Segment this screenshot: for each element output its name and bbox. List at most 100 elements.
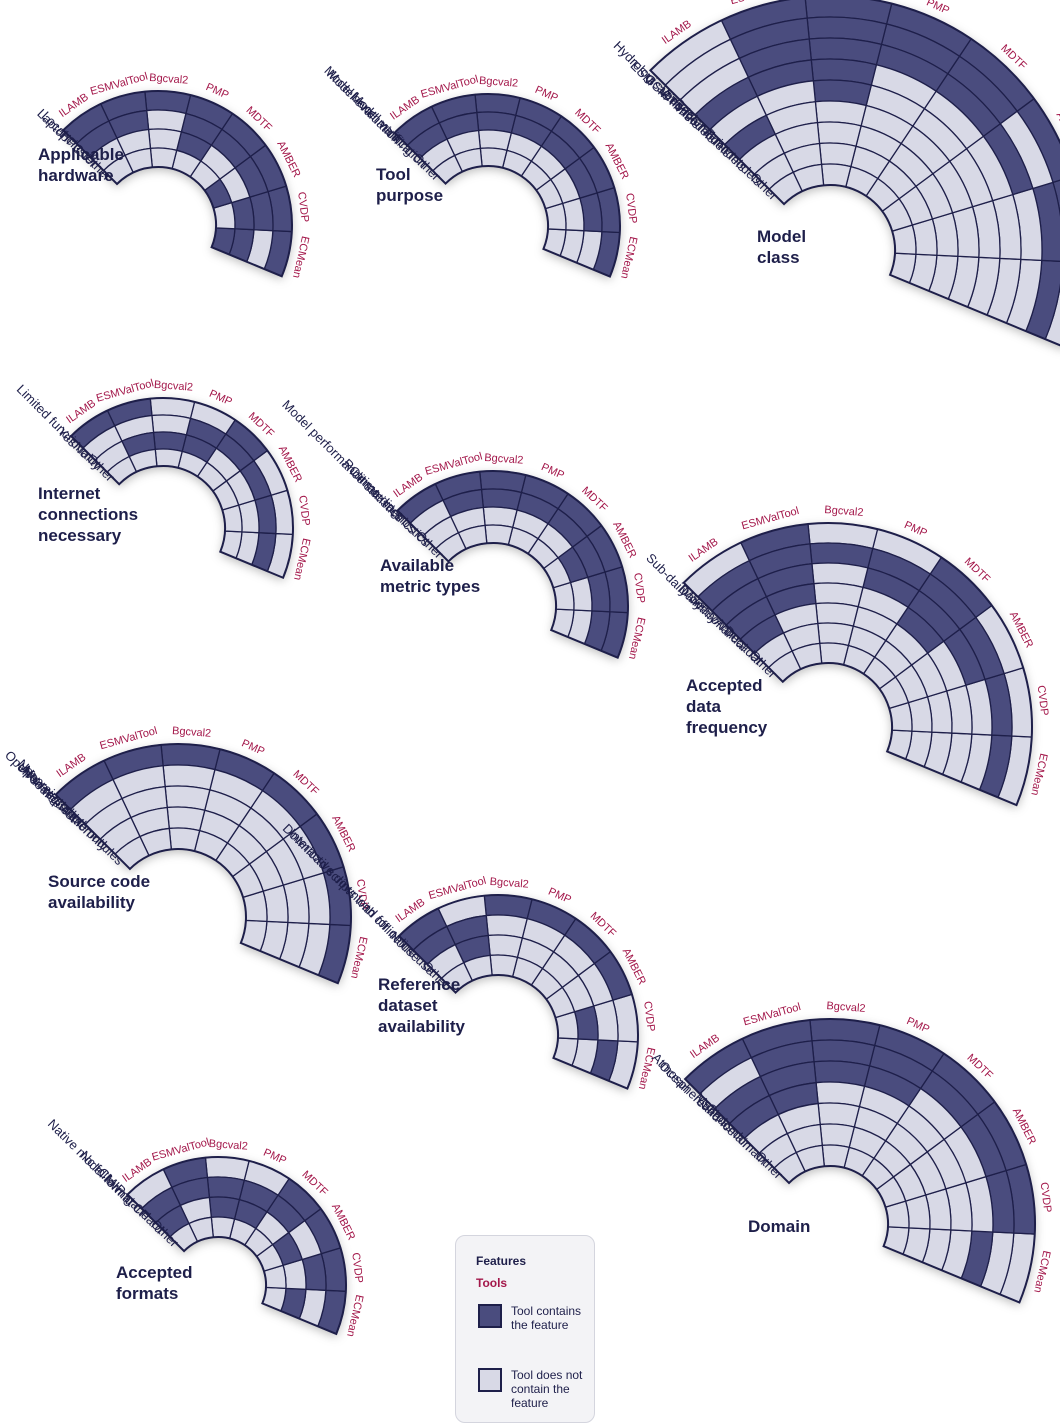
panel-title: Accepted: [686, 676, 763, 695]
panel-outline: [683, 1018, 1037, 1304]
panel-outline: [393, 93, 621, 278]
tool-label: Bgcval2: [826, 1000, 866, 1015]
panel-title: availability: [48, 893, 135, 912]
panel-title: Internet: [38, 484, 101, 503]
panel-title: necessary: [38, 526, 122, 545]
panel-title: metric types: [380, 577, 480, 596]
cell-Bgcval2-Point-models: [818, 142, 857, 168]
tool-label: Bgcval2: [484, 452, 524, 467]
tool-label: CVDP: [623, 192, 639, 224]
panel-outline: [397, 894, 639, 1090]
tool-label: CVDP: [349, 1252, 365, 1284]
tool-label: PMP: [533, 84, 560, 105]
tool-label: PMP: [539, 461, 566, 482]
tool-label: CVDP: [631, 572, 647, 604]
panel-title: purpose: [376, 186, 443, 205]
tool-label: PMP: [905, 1015, 932, 1036]
legend-absent-swatch: [478, 1368, 502, 1392]
tool-label: ECMean: [290, 235, 311, 279]
cell-Bgcval2-Limited-functionality: [152, 431, 188, 453]
panel-title: Domain: [748, 1217, 810, 1236]
cell-Bgcval2-CMIP-standard: [208, 1196, 241, 1220]
panel-hardware: ECMeanCVDPAMBERMDTFPMPBgcval2ESMValToolI…: [34, 71, 311, 280]
tool-label: ECMean: [348, 935, 369, 979]
cell-Bgcval2-No:-executable-only: [166, 806, 206, 832]
panel-domain: ECMeanCVDPAMBERMDTFPMPBgcval2ESMValToolI…: [649, 1000, 1054, 1304]
tool-label: Bgcval2: [479, 75, 519, 90]
cell-Bgcval2-Other: [479, 147, 508, 169]
cell-Bgcval2-Other: [821, 1144, 850, 1169]
panel-title: Tool: [376, 165, 411, 184]
panel-outline: [126, 1156, 347, 1336]
cell-Bgcval2-Other: [484, 524, 514, 546]
panel-outline: [396, 470, 629, 659]
tool-label: ECMean: [1028, 752, 1049, 796]
panel-formats: ECMeanCVDPAMBERMDTFPMPBgcval2ESMValToolI…: [45, 1116, 365, 1338]
tool-label: PMP: [207, 388, 234, 409]
tool-label: Bgcval2: [153, 379, 193, 394]
tool-label: ECMean: [626, 616, 647, 660]
panel-metrics: ECMeanCVDPAMBERMDTFPMPBgcval2ESMValToolI…: [279, 397, 647, 660]
cell-Bgcval2-Multi-domain: [817, 1102, 861, 1128]
tool-label: CVDP: [354, 878, 370, 910]
tool-label: Bgcval2: [172, 725, 212, 740]
cell-Bgcval2-Decadal: [817, 622, 855, 647]
panel-title: class: [757, 248, 800, 267]
panel-outline: [69, 397, 294, 580]
legend-absent-label: Tool does not contain the feature: [511, 1368, 583, 1410]
cell-Bgcval2-Runtime-diagnostics: [482, 506, 518, 529]
panel-outline: [61, 90, 293, 278]
tool-label: ECMean: [1031, 1249, 1052, 1293]
tool-label: Bgcval2: [824, 504, 864, 519]
panel-frequency: ECMeanCVDPAMBERMDTFPMPBgcval2ESMValToolI…: [643, 504, 1051, 807]
cell-Bgcval2-Other: [820, 163, 852, 188]
tool-label: ECMean: [344, 1294, 365, 1338]
legend: Features Tools Tool contains the feature…: [455, 1235, 595, 1423]
cell-Bgcval2-Other: [489, 954, 519, 978]
tool-label: ECMean: [291, 537, 312, 581]
panel-title: connections: [38, 505, 138, 524]
tool-label: CVDP: [1035, 685, 1051, 717]
legend-tools-label: Tools: [476, 1276, 508, 1290]
cell-Bgcval2-Other: [149, 147, 178, 170]
panel-title: Model: [757, 227, 806, 246]
panel-title: Accepted: [116, 1263, 193, 1282]
tool-label: CVDP: [295, 191, 311, 223]
panel-title: Reference: [378, 975, 460, 994]
tool-label: CVDP: [1038, 1182, 1054, 1214]
tool-label: Bgcval2: [149, 72, 189, 87]
cell-Bgcval2-Nc-following-CF: [206, 1176, 246, 1201]
panel-title: dataset: [378, 996, 438, 1015]
panel-model_class: ECMeanCVDPAMBERMDTFPMPBgcval2ESMValToolI…: [611, 0, 1060, 347]
panel-purpose: ECMeanCVDPAMBERMDTFPMPBgcval2ESMValToolI…: [321, 63, 639, 280]
panel-title: hardware: [38, 166, 114, 185]
cell-Bgcval2-Cross-domain: [819, 1123, 856, 1149]
tool-label: ECMean: [618, 235, 639, 279]
panel-title: availability: [378, 1017, 465, 1036]
cell-Bgcval2-Interactive-download-for-online-use: [487, 934, 524, 959]
tool-label: PMP: [925, 0, 952, 17]
cell-Bgcval2-No:-preinstalled-modules: [168, 827, 201, 852]
panel-title: formats: [116, 1284, 178, 1303]
panel-title: Source code: [48, 872, 150, 891]
tool-label: Bgcval2: [208, 1138, 248, 1153]
tool-label: PMP: [240, 737, 267, 758]
legend-contains-swatch: [478, 1304, 502, 1328]
panel-title: Available: [380, 556, 454, 575]
legend-contains-label: Tool contains the feature: [511, 1304, 582, 1332]
cell-Bgcval2-Local-cluster: [147, 128, 183, 152]
tool-label: PMP: [204, 81, 231, 102]
cell-Bgcval2-Other: [819, 642, 850, 666]
panel-title: frequency: [686, 718, 768, 737]
panel-outline: [682, 522, 1033, 807]
cell-Bgcval2-Other: [154, 448, 183, 469]
cell-Bgcval2-Model-verification: [477, 129, 513, 152]
panel-outline: [54, 743, 352, 985]
tool-label: ECMean: [636, 1046, 657, 1090]
panel-outline: [648, 0, 1060, 347]
tool-label: Bgcval2: [489, 876, 529, 891]
panel-title: data: [686, 697, 722, 716]
panel-title: Applicable: [38, 145, 124, 164]
tool-label: PMP: [546, 886, 573, 907]
